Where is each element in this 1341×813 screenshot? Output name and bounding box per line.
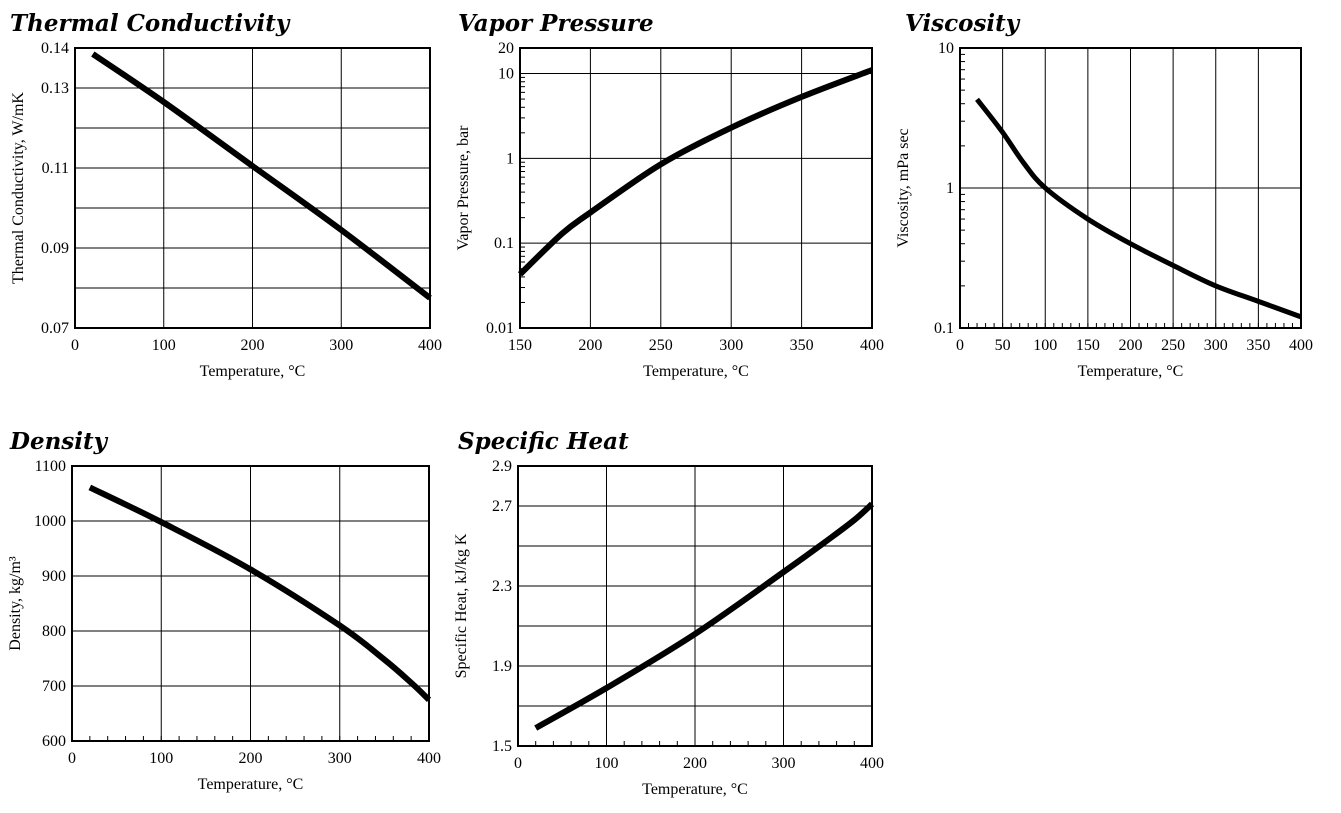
y-tick-label: 600 — [42, 733, 66, 750]
x-tick-label: 350 — [790, 337, 814, 354]
x-tick-label: 250 — [649, 337, 673, 354]
x-tick-label: 100 — [595, 755, 619, 772]
viscosity-plot: 0 50 100 150 200 250 300 350 400 0.1 1 10 Temperatur… — [895, 40, 1313, 380]
plot-frame — [519, 47, 873, 329]
x-tick-label: 350 — [1246, 337, 1270, 354]
y-tick-label: 700 — [42, 678, 66, 695]
y-axis-label: Vapor Pressure, bar — [455, 125, 472, 251]
vapor-pressure-panel: Vapor Pressure 150 200 250 300 350 400 0.01 0.1… — [450, 0, 895, 400]
x-tick-label: 0 — [956, 337, 964, 354]
plot-area: 150 200 250 300 350 400 0.01 0.1 1 10 20 Temperatur… — [455, 40, 884, 380]
x-tick-label: 200 — [683, 755, 707, 772]
y-axis-label: Specific Heat, kJ/kg K — [453, 533, 470, 678]
thermal-conductivity-plot: 0 100 200 300 400 0.07 0.09 0.11 0.13 0.14 Tempera… — [10, 40, 442, 380]
y-tick-label: 10 — [498, 66, 514, 83]
x-tick-label: 400 — [860, 755, 884, 772]
y-tick-label: 2.3 — [492, 578, 512, 595]
x-tick-label: 400 — [417, 750, 441, 767]
y-tick-label: 0.09 — [41, 240, 69, 257]
density-panel: Density 0 100 200 300 400 600 700 800 900 1000 110… — [0, 420, 445, 813]
y-tick-label: 2.9 — [492, 458, 512, 475]
series-line — [534, 501, 875, 731]
x-tick-label: 200 — [1119, 337, 1143, 354]
y-tick-label: 1100 — [35, 458, 66, 475]
y-tick-label: 900 — [42, 568, 66, 585]
x-axis-label: Temperature, °C — [1078, 363, 1184, 380]
x-tick-label: 200 — [578, 337, 602, 354]
x-axis-label: Temperature, °C — [642, 781, 748, 798]
plot-frame — [517, 465, 873, 747]
series-line — [88, 484, 432, 702]
plot-area: 0 100 200 300 400 1.5 1.9 2.3 2.7 2.9 Temperature,… — [453, 458, 884, 798]
chart-title: Thermal Conductivity — [10, 10, 290, 37]
plot-frame — [71, 465, 430, 742]
x-axis-label: Temperature, °C — [200, 363, 306, 380]
vapor-pressure-plot: 150 200 250 300 350 400 0.01 0.1 1 10 20 Temperatur… — [455, 40, 884, 380]
y-axis-label: Thermal Conductivity, W/mK — [10, 92, 27, 284]
plot-frame — [959, 47, 1302, 329]
chart-title: Density — [10, 428, 107, 455]
x-tick-label: 100 — [152, 337, 176, 354]
y-tick-label: 800 — [42, 623, 66, 640]
density-plot: 0 100 200 300 400 600 700 800 900 1000 1100 Tempera… — [7, 458, 441, 793]
x-tick-label: 0 — [514, 755, 522, 772]
y-tick-label: 1 — [506, 150, 514, 167]
plot-area: 0 100 200 300 400 0.07 0.09 0.11 0.13 0.14 Tempera… — [10, 40, 442, 380]
y-tick-label: 1.9 — [492, 658, 512, 675]
thermal-conductivity-panel: Thermal Conductivity 0 100 200 300 400 0.07 0.… — [0, 0, 445, 400]
plot-frame — [74, 47, 431, 329]
plot-area: 0 50 100 150 200 250 300 350 400 0.1 1 10 Temperatur… — [895, 40, 1313, 380]
x-tick-label: 300 — [719, 337, 743, 354]
chart-title: Viscosity — [905, 10, 1020, 37]
y-tick-label: 1.5 — [492, 738, 512, 755]
x-axis-label: Temperature, °C — [643, 363, 749, 380]
specific-heat-plot: 0 100 200 300 400 1.5 1.9 2.3 2.7 2.9 Temperature,… — [453, 458, 884, 798]
series-line — [975, 97, 1302, 320]
x-tick-label: 300 — [1204, 337, 1228, 354]
y-tick-label: 0.01 — [486, 320, 514, 337]
viscosity-panel: Viscosity 0 50 100 150 200 250 300 350 400 0.1 1 10… — [895, 0, 1341, 400]
x-tick-label: 0 — [71, 337, 79, 354]
x-tick-label: 300 — [329, 337, 353, 354]
series-line — [517, 67, 874, 277]
x-tick-label: 100 — [1033, 337, 1057, 354]
x-tick-label: 50 — [995, 337, 1011, 354]
x-tick-label: 400 — [860, 337, 884, 354]
plot-area: 0 100 200 300 400 600 700 800 900 1000 1100 Tempera… — [7, 458, 441, 793]
y-tick-label: 0.07 — [41, 320, 69, 337]
x-tick-label: 300 — [328, 750, 352, 767]
y-tick-label: 2.7 — [492, 498, 512, 515]
x-tick-label: 300 — [772, 755, 796, 772]
y-tick-label: 0.1 — [494, 235, 514, 252]
y-tick-label: 0.11 — [42, 160, 69, 177]
specific-heat-panel: Specific Heat 0 100 200 300 400 1.5 1.9 2.3 2.7 2… — [450, 420, 895, 813]
x-tick-label: 200 — [241, 337, 265, 354]
y-axis-label: Density, kg/m³ — [7, 556, 24, 651]
x-tick-label: 150 — [1076, 337, 1100, 354]
y-tick-label: 0.13 — [41, 80, 69, 97]
chart-title: Vapor Pressure — [458, 10, 654, 37]
y-tick-label: 20 — [498, 40, 514, 57]
series-line — [91, 51, 432, 301]
x-axis-label: Temperature, °C — [198, 776, 304, 793]
chart-title: Specific Heat — [458, 428, 629, 455]
y-tick-label: 1 — [946, 180, 954, 197]
x-tick-label: 400 — [418, 337, 442, 354]
y-tick-label: 0.1 — [934, 320, 954, 337]
x-tick-label: 100 — [149, 750, 173, 767]
y-tick-label: 1000 — [34, 513, 66, 530]
x-tick-label: 400 — [1289, 337, 1313, 354]
x-tick-label: 200 — [239, 750, 263, 767]
y-axis-label: Viscosity, mPa sec — [895, 128, 912, 247]
x-tick-label: 250 — [1161, 337, 1185, 354]
x-tick-label: 150 — [508, 337, 532, 354]
y-tick-label: 10 — [938, 40, 954, 57]
y-tick-label: 0.14 — [41, 40, 69, 57]
x-tick-label: 0 — [68, 750, 76, 767]
